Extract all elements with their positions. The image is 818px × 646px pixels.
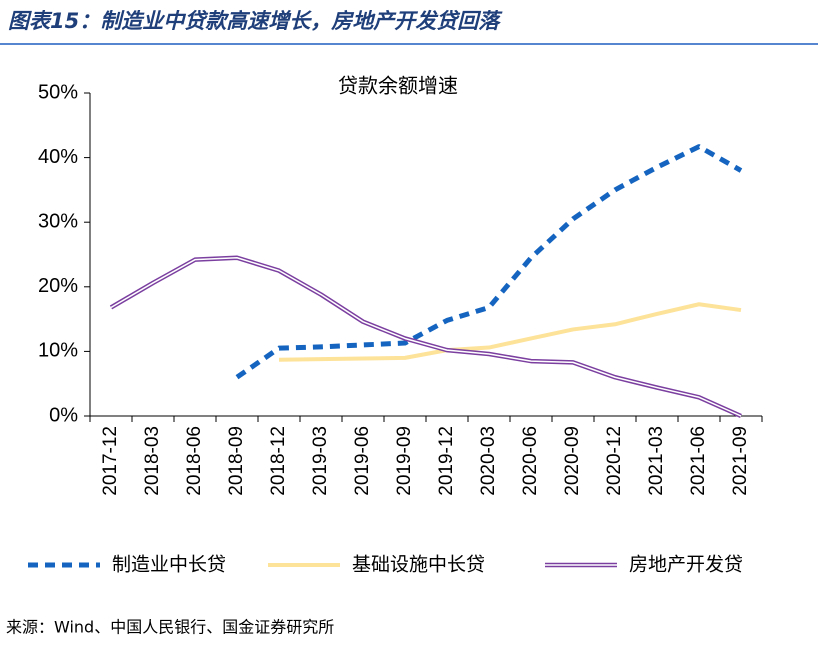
chart-title: 图表15：制造业中贷款高速增长，房地产开发贷回落 (8, 9, 503, 33)
source-note: 来源：Wind、中国人民银行、国金证券研究所 (6, 618, 334, 637)
x-tick-label: 2019-09 (394, 426, 415, 496)
series-line (109, 255, 742, 419)
x-tick-label: 2021-09 (730, 426, 751, 496)
x-tick-label: 2021-06 (688, 426, 709, 496)
x-tick-label: 2020-03 (478, 426, 499, 496)
y-tick-label: 40% (38, 146, 78, 168)
chart-subtitle: 贷款余额增速 (338, 74, 458, 98)
x-tick-label: 2020-09 (562, 426, 583, 496)
x-tick-label: 2018-06 (184, 426, 205, 496)
legend-label: 基础设施中长贷 (352, 554, 485, 576)
x-tick-label: 2019-03 (310, 426, 331, 496)
x-tick-label: 2018-12 (268, 426, 289, 496)
x-tick-label: 2018-03 (142, 426, 163, 496)
series-line (278, 302, 742, 362)
x-tick-label: 2020-06 (520, 426, 541, 496)
y-tick-label: 20% (38, 275, 78, 297)
x-tick-label: 2017-12 (100, 426, 121, 496)
legend-label: 制造业中长贷 (112, 554, 226, 576)
x-tick-label: 2019-12 (436, 426, 457, 496)
y-tick-label: 10% (38, 340, 78, 362)
y-tick-label: 50% (38, 81, 78, 103)
series-line-inner (110, 256, 742, 417)
x-tick-label: 2019-06 (352, 426, 373, 496)
legend-label: 房地产开发贷 (629, 554, 743, 576)
series-line (235, 144, 743, 380)
y-tick-label: 0% (49, 404, 78, 426)
x-tick-label: 2018-09 (226, 426, 247, 496)
x-tick-label: 2021-03 (646, 426, 667, 496)
y-tick-label: 30% (38, 210, 78, 232)
x-tick-label: 2020-12 (604, 426, 625, 496)
